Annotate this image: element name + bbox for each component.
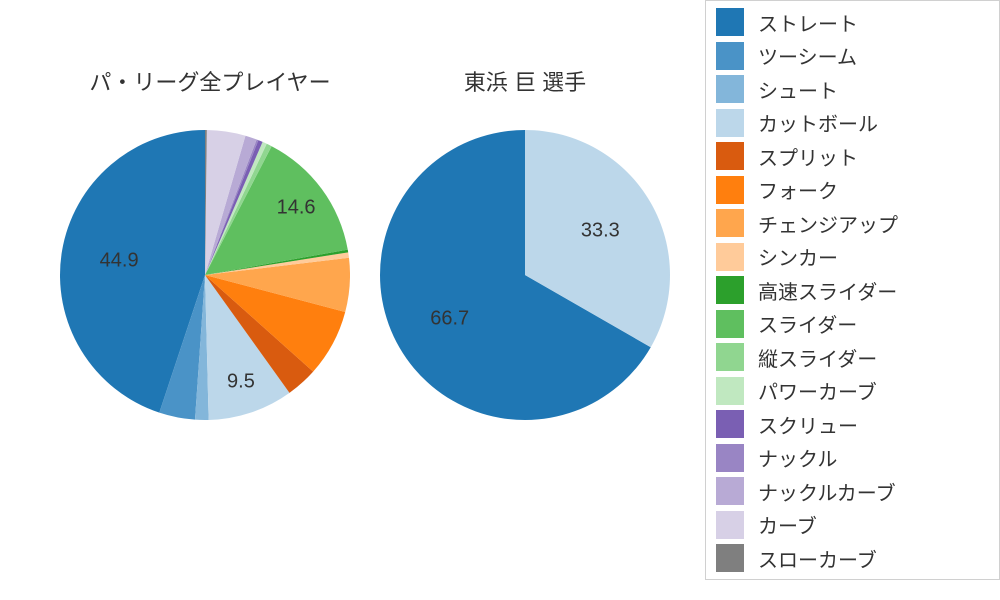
legend-swatch (716, 444, 744, 472)
legend-label: ストレート (758, 8, 858, 37)
legend-item: シュート (716, 74, 989, 104)
pie-value-label: 33.3 (581, 220, 620, 243)
legend-label: チェンジアップ (758, 209, 898, 238)
legend-item: ツーシーム (716, 41, 989, 71)
legend-item: 高速スライダー (716, 275, 989, 305)
legend-item: 縦スライダー (716, 342, 989, 372)
legend-label: ナックルカーブ (758, 477, 896, 506)
legend-label: スクリュー (758, 410, 858, 439)
legend-swatch (716, 109, 744, 137)
legend-label: カーブ (758, 510, 817, 539)
legend-label: 縦スライダー (758, 343, 877, 372)
legend-swatch (716, 544, 744, 572)
legend-label: スプリット (758, 142, 858, 171)
legend-label: スライダー (758, 309, 857, 338)
legend-item: チェンジアップ (716, 208, 989, 238)
pie-value-label: 66.7 (430, 307, 469, 330)
legend-swatch (716, 410, 744, 438)
legend-label: フォーク (758, 175, 838, 204)
pie-value-label: 44.9 (100, 250, 139, 273)
legend-item: シンカー (716, 242, 989, 272)
pie-chart-player: 66.7 33.3 (380, 130, 670, 420)
pie-value-label: 14.6 (277, 196, 316, 219)
legend-label: カットボール (758, 108, 878, 137)
legend-item: スローカーブ (716, 543, 989, 573)
legend-item: パワーカーブ (716, 376, 989, 406)
legend-item: カットボール (716, 108, 989, 138)
legend-label: シュート (758, 75, 838, 104)
legend-swatch (716, 310, 744, 338)
legend-swatch (716, 377, 744, 405)
legend-item: カーブ (716, 510, 989, 540)
legend-swatch (716, 276, 744, 304)
legend-label: ナックル (758, 443, 837, 472)
legend-swatch (716, 176, 744, 204)
pie-chart-league: 44.9 9.5 14.6 (60, 130, 350, 420)
legend-label: スローカーブ (758, 544, 877, 573)
legend-label: パワーカーブ (758, 376, 877, 405)
legend-swatch (716, 511, 744, 539)
legend-label: ツーシーム (758, 41, 857, 70)
pie-svg (60, 130, 350, 420)
legend: ストレートツーシームシュートカットボールスプリットフォークチェンジアップシンカー… (705, 0, 1000, 580)
pie-svg (380, 130, 670, 420)
legend-swatch (716, 243, 744, 271)
chart-root: パ・リーグ全プレイヤー 東浜 巨 選手 44.9 9.5 14.6 66.7 33.3… (0, 0, 1000, 600)
legend-swatch (716, 75, 744, 103)
legend-item: ストレート (716, 7, 989, 37)
legend-item: ナックルカーブ (716, 476, 989, 506)
legend-label: 高速スライダー (758, 276, 897, 305)
legend-item: スクリュー (716, 409, 989, 439)
legend-swatch (716, 42, 744, 70)
legend-label: シンカー (758, 242, 838, 271)
chart-title-player: 東浜 巨 選手 (410, 65, 640, 97)
legend-swatch (716, 8, 744, 36)
legend-item: ナックル (716, 443, 989, 473)
legend-item: スプリット (716, 141, 989, 171)
chart-title-league: パ・リーグ全プレイヤー (80, 65, 340, 97)
legend-item: フォーク (716, 175, 989, 205)
pie-value-label: 9.5 (227, 371, 255, 394)
legend-swatch (716, 343, 744, 371)
legend-swatch (716, 142, 744, 170)
legend-item: スライダー (716, 309, 989, 339)
legend-swatch (716, 209, 744, 237)
legend-swatch (716, 477, 744, 505)
